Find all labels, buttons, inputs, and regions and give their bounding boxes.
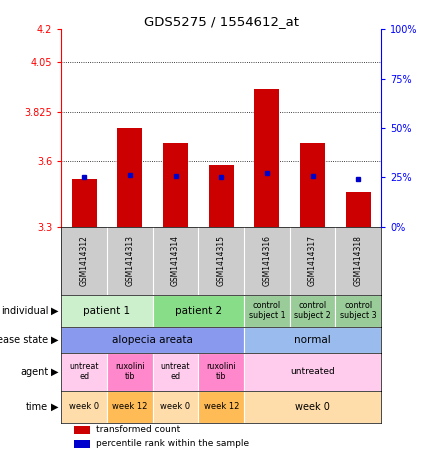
Bar [336, 295, 381, 327]
Text: GSM1414317: GSM1414317 [308, 235, 317, 286]
Text: percentile rank within the sample: percentile rank within the sample [96, 439, 250, 448]
Text: disease state: disease state [0, 335, 48, 345]
Bar [74, 439, 90, 448]
Bar [198, 391, 244, 423]
Bar [61, 327, 244, 352]
Bar [153, 295, 244, 327]
Text: individual: individual [1, 306, 48, 316]
Text: control
subject 3: control subject 3 [340, 301, 377, 320]
Bar [346, 192, 371, 227]
Text: alopecia areata: alopecia areata [112, 335, 193, 345]
Text: week 0: week 0 [69, 402, 99, 411]
Text: normal: normal [294, 335, 331, 345]
Text: GSM1414314: GSM1414314 [171, 235, 180, 286]
Text: ▶: ▶ [51, 402, 59, 412]
Text: agent: agent [20, 367, 48, 377]
Title: GDS5275 / 1554612_at: GDS5275 / 1554612_at [144, 15, 299, 28]
Text: week 0: week 0 [295, 402, 330, 412]
Bar [117, 128, 142, 227]
Text: week 12: week 12 [204, 402, 239, 411]
Text: week 0: week 0 [160, 402, 191, 411]
Bar [107, 352, 153, 391]
Bar [254, 89, 279, 227]
Text: GSM1414315: GSM1414315 [217, 235, 226, 286]
Bar [208, 165, 234, 227]
Bar [290, 295, 336, 327]
Bar [74, 426, 90, 434]
Text: untreat
ed: untreat ed [161, 362, 190, 381]
Bar [107, 391, 153, 423]
Text: ▶: ▶ [51, 367, 59, 377]
Bar [61, 391, 107, 423]
Bar [153, 391, 198, 423]
Text: ruxolini
tib: ruxolini tib [115, 362, 145, 381]
Text: patient 1: patient 1 [83, 306, 131, 316]
Text: GSM1414312: GSM1414312 [80, 235, 88, 286]
Bar [198, 352, 244, 391]
Text: ruxolini
tib: ruxolini tib [206, 362, 236, 381]
Text: untreated: untreated [290, 367, 335, 376]
Bar [61, 295, 153, 327]
Text: week 12: week 12 [112, 402, 148, 411]
Bar [244, 391, 381, 423]
Bar [244, 295, 290, 327]
Bar [300, 144, 325, 227]
Text: control
subject 1: control subject 1 [248, 301, 285, 320]
Bar [61, 352, 107, 391]
Text: control
subject 2: control subject 2 [294, 301, 331, 320]
Text: ▶: ▶ [51, 335, 59, 345]
Bar [244, 327, 381, 352]
Bar [244, 352, 381, 391]
Text: transformed count: transformed count [96, 425, 181, 434]
Bar [153, 352, 198, 391]
Bar [71, 178, 97, 227]
Bar [163, 144, 188, 227]
Text: patient 2: patient 2 [175, 306, 222, 316]
Text: ▶: ▶ [51, 306, 59, 316]
Text: GSM1414318: GSM1414318 [354, 235, 363, 286]
Text: untreat
ed: untreat ed [69, 362, 99, 381]
Text: time: time [26, 402, 48, 412]
Text: GSM1414316: GSM1414316 [262, 235, 272, 286]
Text: GSM1414313: GSM1414313 [125, 235, 134, 286]
